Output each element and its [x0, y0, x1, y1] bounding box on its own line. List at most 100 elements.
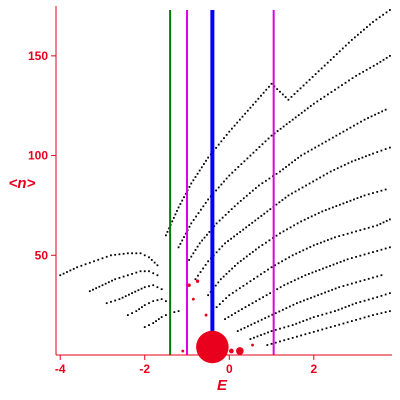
data-point	[72, 267, 75, 270]
data-point	[152, 272, 155, 275]
data-point	[118, 276, 121, 279]
data-point	[110, 300, 112, 303]
data-point	[325, 312, 328, 315]
data-point	[346, 321, 349, 324]
data-point	[143, 270, 146, 273]
data-point	[253, 322, 256, 324]
data-point	[188, 225, 191, 228]
data-point	[302, 320, 305, 322]
data-point	[384, 148, 387, 150]
data-point	[384, 293, 387, 296]
data-point	[291, 254, 294, 257]
data-point	[245, 282, 248, 285]
data-point	[257, 97, 260, 100]
data-point	[299, 300, 302, 303]
data-point	[342, 322, 345, 325]
data-point	[246, 109, 249, 112]
data-point	[372, 225, 374, 228]
data-point	[348, 79, 350, 82]
data-point	[302, 84, 305, 87]
data-point	[251, 250, 254, 253]
data-point	[231, 291, 234, 294]
data-point	[239, 231, 242, 233]
data-point	[363, 253, 366, 256]
data-point	[303, 218, 306, 221]
data-point	[206, 233, 208, 236]
data-point	[279, 232, 281, 235]
data-point	[308, 182, 311, 185]
data-point	[353, 124, 355, 127]
data-point	[331, 288, 334, 291]
data-point	[261, 244, 264, 246]
data-point	[104, 282, 107, 285]
data-point	[278, 310, 281, 313]
data-point	[372, 192, 374, 194]
data-point	[321, 142, 324, 145]
data-point	[257, 320, 260, 323]
data-point	[258, 146, 261, 148]
data-point	[307, 150, 310, 153]
data-point	[253, 336, 255, 339]
data-point	[338, 203, 341, 206]
data-point	[114, 278, 117, 281]
data-point	[257, 217, 260, 220]
data-point	[328, 207, 331, 210]
data-point	[217, 281, 220, 284]
data-point	[359, 301, 362, 303]
data-point	[270, 330, 273, 332]
x-tick-label: -2	[139, 362, 150, 376]
data-point	[296, 90, 299, 93]
data-point	[84, 263, 87, 266]
highlighted-points-layer	[181, 279, 254, 364]
data-point	[110, 254, 112, 257]
data-point	[290, 280, 293, 283]
data-point	[302, 249, 305, 252]
data-point	[181, 199, 184, 202]
data-point	[237, 166, 240, 168]
data-point	[317, 329, 319, 332]
data-point	[255, 148, 258, 151]
data-point	[348, 304, 350, 307]
data-point	[355, 302, 357, 305]
data-point	[197, 212, 200, 215]
data-point	[380, 312, 383, 315]
data-point	[323, 64, 326, 67]
ticks-layer: -4 -2 0 2 50 100 150	[28, 49, 317, 376]
points-layer	[59, 9, 391, 346]
data-point	[275, 203, 278, 206]
data-point	[198, 242, 201, 245]
data-point	[279, 327, 281, 330]
data-point	[242, 257, 245, 260]
data-point	[267, 268, 269, 271]
data-point	[372, 21, 374, 23]
data-point	[171, 220, 174, 223]
data-point	[388, 246, 391, 249]
data-point	[267, 331, 269, 334]
data-point	[190, 182, 193, 185]
data-point	[231, 127, 233, 130]
data-point	[150, 259, 153, 261]
data-point	[92, 288, 94, 291]
data-point	[263, 212, 266, 215]
data-point	[288, 163, 290, 166]
data-point	[225, 273, 228, 275]
data-point	[363, 279, 366, 281]
data-point	[244, 112, 247, 115]
data-point	[372, 251, 374, 253]
data-point	[253, 277, 255, 280]
data-point	[122, 275, 125, 278]
data-point	[286, 282, 289, 285]
data-point	[376, 250, 379, 252]
data-point	[317, 212, 320, 214]
data-point	[256, 275, 259, 278]
data-point	[382, 58, 385, 61]
data-point	[343, 259, 345, 262]
data-point	[215, 251, 218, 254]
data-point	[303, 152, 306, 155]
data-point	[313, 295, 316, 298]
data-point	[134, 290, 137, 293]
data-point	[304, 274, 307, 277]
data-point	[380, 248, 383, 251]
data-point	[260, 318, 263, 321]
data-point	[344, 81, 347, 84]
